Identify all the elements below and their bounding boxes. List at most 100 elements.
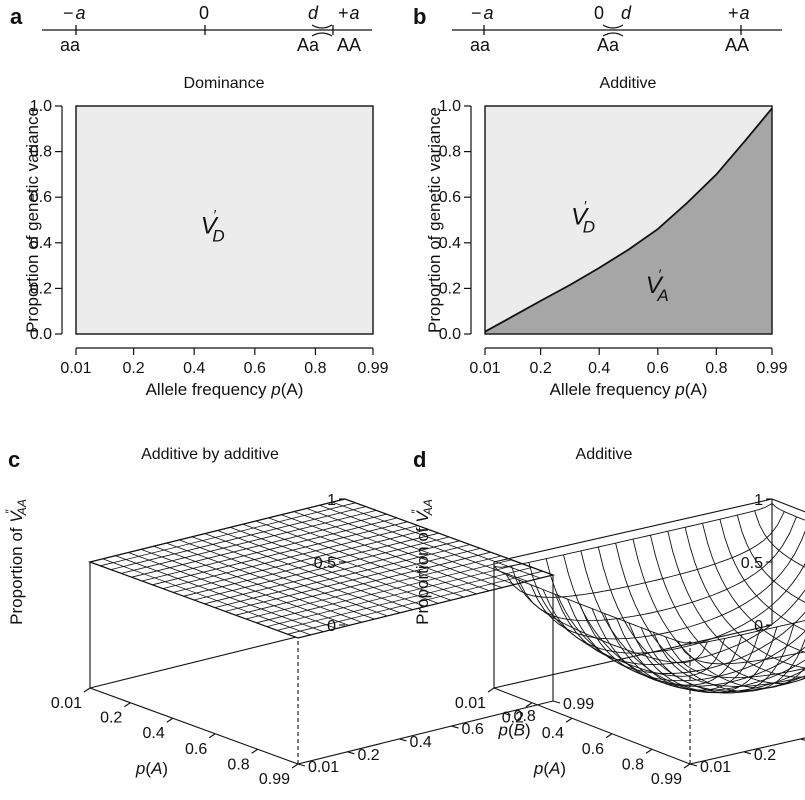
x-axis-label-b: Allele frequency p(A) bbox=[550, 380, 708, 399]
area-region-VA-b bbox=[485, 108, 772, 334]
x-tick-label-a: 0.2 bbox=[122, 360, 144, 377]
z-tick-label-d: 0.5 bbox=[741, 555, 763, 572]
panel-b: b − a 0 d +a aa Aa AA Additive V′ D V′ A 0.0 0… bbox=[413, 3, 788, 399]
surface-wire-d bbox=[640, 627, 805, 692]
y-tick-label-a: 0.2 bbox=[30, 280, 52, 297]
area-region-VD-a bbox=[76, 106, 373, 334]
y-axis-label-c: p(B) bbox=[498, 720, 531, 739]
x-tick-d bbox=[487, 687, 495, 693]
surface-grid-line-c bbox=[319, 504, 528, 582]
x-tick-label-c: 0.01 bbox=[51, 695, 82, 712]
y-tick-d bbox=[689, 763, 698, 767]
x-tick-c bbox=[208, 733, 216, 739]
y-tick-label-c: 0.99 bbox=[563, 696, 594, 713]
panel-letter-b: b bbox=[413, 4, 426, 29]
genotype-Aa-label-b: Aa bbox=[597, 35, 620, 55]
surface-grid-line-c bbox=[225, 548, 481, 612]
surface-grid-line-c bbox=[297, 574, 554, 639]
scale-minus-a-label: − a bbox=[63, 3, 86, 23]
chart-title-a: Dominance bbox=[184, 75, 265, 92]
y-tick-label-c: 0.6 bbox=[462, 721, 484, 738]
boundary-line-b bbox=[484, 107, 773, 333]
panel-a: a − a 0 d +a aa Aa AA Dominance V′ D 0.0 0.2… bbox=[10, 3, 389, 399]
surface-grid-line-c bbox=[266, 563, 522, 627]
genotype-Aa-label: Aa bbox=[297, 35, 320, 55]
x-tick-c bbox=[166, 717, 174, 723]
x-tick-label-b: 0.2 bbox=[530, 360, 552, 377]
x-tick-c bbox=[251, 748, 258, 754]
chart-title-b: Additive bbox=[600, 75, 657, 92]
scale-plus-a-label: +a bbox=[338, 3, 360, 23]
x-tick-label-d: 0.2 bbox=[502, 710, 524, 727]
plot-frame-b bbox=[484, 105, 773, 335]
surface-grid-line-c bbox=[332, 501, 541, 579]
surface-grid-line-c bbox=[277, 567, 533, 631]
scale-zero-label-b: 0 bbox=[594, 3, 604, 23]
surface-wire-d bbox=[684, 527, 805, 669]
label-VD-a: V′ D bbox=[201, 207, 225, 246]
y-tick-d bbox=[743, 751, 752, 755]
surface-grid-line-c bbox=[230, 527, 439, 604]
genotype-AA-label-b: AA bbox=[725, 35, 749, 55]
label-VA-b: V′ A bbox=[646, 266, 669, 305]
y-tick-label-d: 0.2 bbox=[754, 747, 776, 764]
box-edge-x-c bbox=[89, 687, 299, 765]
y-tick-label-c: 0.01 bbox=[308, 759, 339, 776]
y-tick-label-b: 0.6 bbox=[439, 189, 461, 206]
panel-d: d Additive 0 0.5 1 Proportion of V″AA 0.01 0.… bbox=[409, 446, 805, 788]
x-tick-label-a: 0.4 bbox=[183, 360, 205, 377]
surface-wire-d bbox=[689, 620, 805, 644]
surface-wire-d bbox=[736, 514, 805, 603]
box-edge-x-d bbox=[493, 687, 691, 765]
x-axis-label-d: p(A) bbox=[533, 759, 566, 778]
y-tick-label-a: 0.4 bbox=[30, 235, 52, 252]
plot-a: V′ D 0.0 0.2 0.4 0.6 0.8 1.0 0.01 0.2 0.4 0.6 0.8 0.9… bbox=[23, 98, 389, 399]
x-tick-label-c: 0.6 bbox=[185, 741, 207, 758]
chart-title-c: Additive by additive bbox=[141, 446, 279, 463]
x-tick-label-d: 0.8 bbox=[622, 756, 644, 773]
x-tick-d bbox=[605, 733, 613, 739]
y-tick-label-a: 0.0 bbox=[30, 326, 52, 343]
x-tick-d bbox=[525, 702, 533, 708]
x-tick-c bbox=[124, 702, 131, 708]
x-tick-label-b: 0.8 bbox=[705, 360, 727, 377]
surface-wire-d bbox=[632, 538, 805, 689]
surface-grid-line-c bbox=[217, 530, 426, 607]
genotype-aa-label-b: aa bbox=[470, 35, 491, 55]
scale-d-label-b: d bbox=[621, 3, 632, 23]
y-tick-label-b: 0.4 bbox=[439, 235, 461, 252]
x-tick-label-b: 0.6 bbox=[647, 360, 669, 377]
surface-wire-d bbox=[652, 632, 805, 687]
surface-grid-line-c bbox=[293, 511, 503, 588]
x-tick-label-c: 0.99 bbox=[259, 771, 290, 788]
surface-grid-line-c bbox=[214, 544, 470, 608]
scale-d-brace-bottom-a bbox=[311, 32, 333, 37]
scale-d-brace-bottom-b bbox=[602, 32, 624, 37]
z-tick-label-c: 0.5 bbox=[314, 555, 336, 572]
scale-minus-a-label-b: − a bbox=[471, 3, 494, 23]
x-tick-label-b: 0.99 bbox=[756, 360, 787, 377]
x-tick-label-c: 0.2 bbox=[100, 710, 122, 727]
z-tick-label-d: 0 bbox=[754, 618, 763, 635]
surface-grid-line-c bbox=[255, 520, 464, 598]
x-tick-c bbox=[83, 687, 91, 693]
y-tick-c bbox=[451, 725, 459, 729]
surface-wire-d bbox=[677, 640, 805, 665]
x-tick-label-c: 0.8 bbox=[227, 756, 249, 773]
surface-wire-d bbox=[771, 503, 805, 521]
x-tick-label-a: 0.01 bbox=[60, 360, 91, 377]
plot-frame-a bbox=[75, 105, 374, 335]
y-tick-c bbox=[297, 763, 306, 767]
y-tick-label-a: 1.0 bbox=[30, 98, 52, 115]
x-tick-d bbox=[645, 748, 653, 754]
surface-grid-line-c bbox=[245, 555, 502, 620]
surface-wire-d bbox=[667, 531, 805, 678]
x-tick-label-d: 0.4 bbox=[542, 725, 564, 742]
x-tick-label-d: 0.6 bbox=[582, 741, 604, 758]
surface-wire-d bbox=[719, 519, 805, 631]
y-axis-label-b: Proportion of genetic variance bbox=[425, 107, 444, 333]
surface-wire-d bbox=[493, 503, 773, 568]
y-tick-c bbox=[347, 751, 355, 755]
z-axis-label-c: Proportion of V″AA bbox=[3, 499, 29, 625]
surface-grid-line-c bbox=[281, 514, 490, 592]
